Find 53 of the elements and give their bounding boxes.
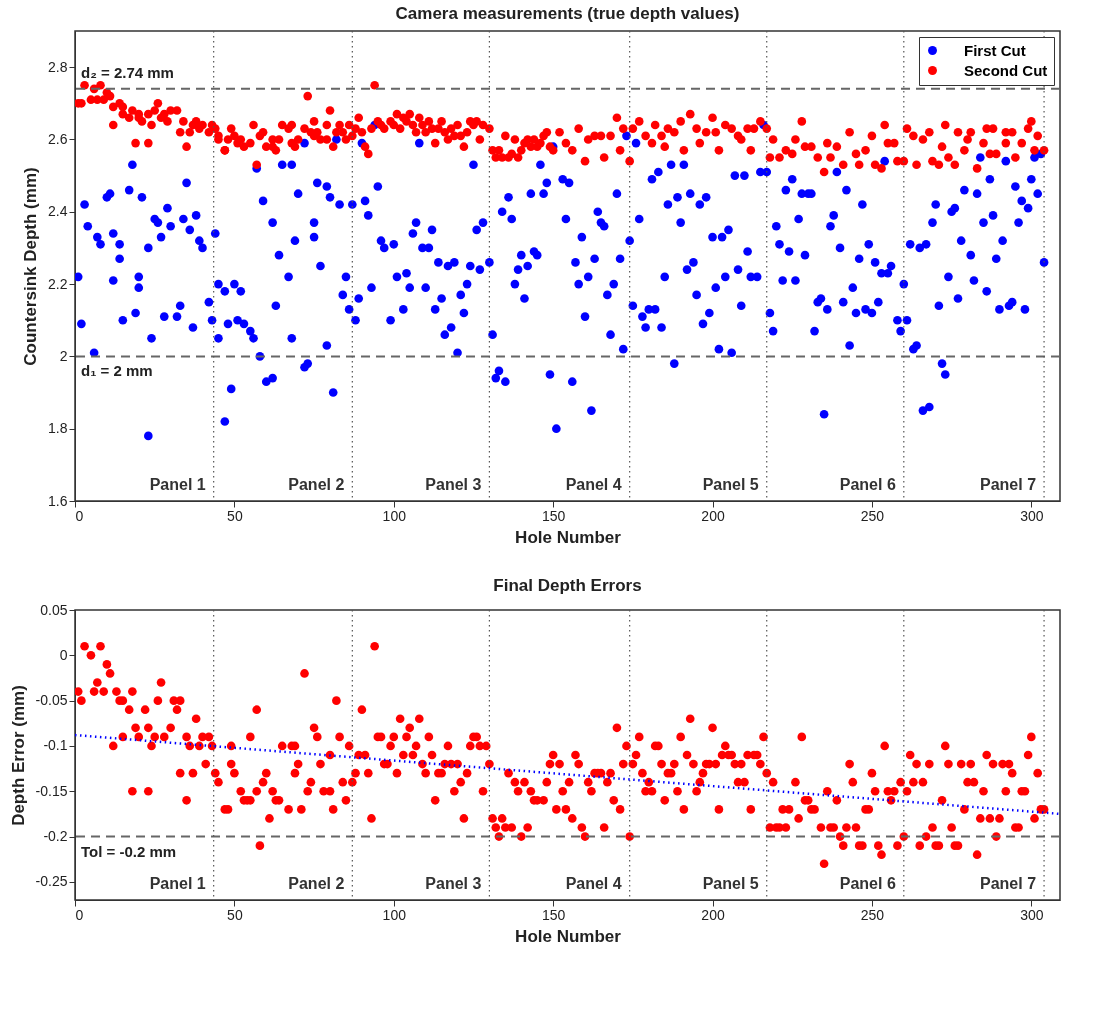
- annotation: Panel 2: [288, 875, 345, 892]
- annotation: Panel 3: [425, 476, 482, 493]
- x-tick-label: 300: [1020, 906, 1044, 923]
- y-axis-title: Depth Error (mm): [8, 685, 28, 826]
- y-tick-label: -0.15: [35, 782, 68, 799]
- y-tick-label: 1.6: [48, 492, 68, 509]
- x-tick-label: 200: [701, 906, 725, 923]
- annotation: Panel 5: [702, 875, 759, 892]
- x-tick-label: 300: [1020, 507, 1044, 524]
- ref-line-label: d₁ = 2 mm: [81, 362, 153, 380]
- x-tick-label: 0: [75, 906, 84, 923]
- annotation: Panel 7: [980, 476, 1037, 493]
- y-tick-label: -0.25: [35, 873, 68, 890]
- annotation: Panel 1: [149, 875, 206, 892]
- ref-line-label: Tol = -0.2 mm: [81, 842, 177, 860]
- y-tick-label: 0.05: [40, 601, 68, 618]
- y-tick-label: 2: [59, 347, 68, 364]
- chart-title: Camera measurements (true depth values): [395, 4, 740, 23]
- y-tick-label: 2.8: [48, 58, 68, 75]
- annotation: Panel 3: [425, 875, 482, 892]
- x-tick-label: 150: [541, 507, 566, 524]
- legend-label: First Cut: [964, 41, 1026, 59]
- x-tick-label: 100: [382, 906, 407, 923]
- x-tick-label: 250: [860, 507, 885, 524]
- x-axis-title: Hole Number: [515, 926, 622, 946]
- x-tick-label: 250: [860, 906, 885, 923]
- y-tick-label: 2.6: [48, 130, 68, 147]
- x-axis-title: Hole Number: [515, 527, 622, 547]
- y-tick-label: 2.2: [48, 275, 68, 292]
- y-tick-label: 1.8: [48, 420, 68, 437]
- y-axis-title: Countersink Depth (mm): [21, 167, 41, 366]
- ref-line-label: d₂ = 2.74 mm: [81, 63, 174, 81]
- annotation: Panel 4: [565, 875, 622, 892]
- annotation: Panel 5: [702, 476, 759, 493]
- y-tick-label: 0: [59, 646, 68, 663]
- x-tick-label: 50: [227, 906, 243, 923]
- x-tick-label: 100: [382, 507, 407, 524]
- y-tick-label: -0.05: [35, 692, 68, 709]
- annotation: Panel 1: [149, 476, 206, 493]
- x-tick-label: 200: [701, 507, 725, 524]
- legend-label: Second Cut: [964, 61, 1048, 79]
- annotation: Panel 6: [839, 476, 896, 493]
- y-tick-label: -0.1: [43, 737, 68, 754]
- annotation: Panel 6: [839, 875, 896, 892]
- annotation: Panel 7: [980, 875, 1037, 892]
- chart-title: Final Depth Errors: [493, 576, 642, 595]
- x-tick-label: 50: [227, 507, 243, 524]
- y-tick-label: -0.2: [43, 828, 68, 845]
- x-tick-label: 0: [75, 507, 84, 524]
- x-tick-label: 150: [541, 906, 566, 923]
- y-tick-label: 2.4: [48, 203, 68, 220]
- annotation: Panel 2: [288, 476, 345, 493]
- annotation: Panel 4: [565, 476, 622, 493]
